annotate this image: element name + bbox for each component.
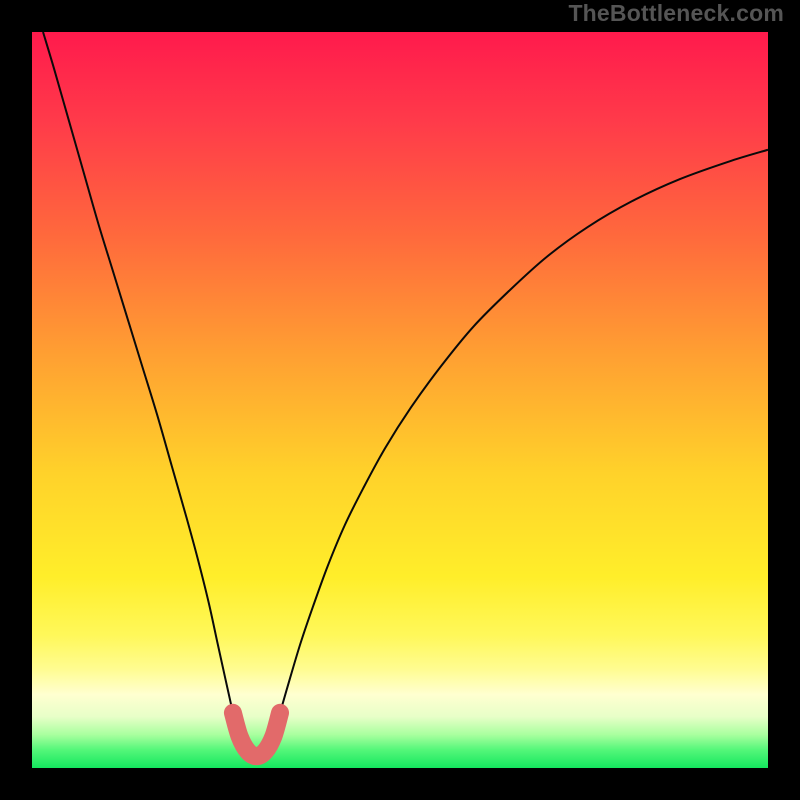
plot-area-rect	[32, 32, 768, 768]
bottleneck-chart-svg	[0, 0, 800, 800]
chart-container: TheBottleneck.com	[0, 0, 800, 800]
watermark-text: TheBottleneck.com	[568, 0, 784, 27]
